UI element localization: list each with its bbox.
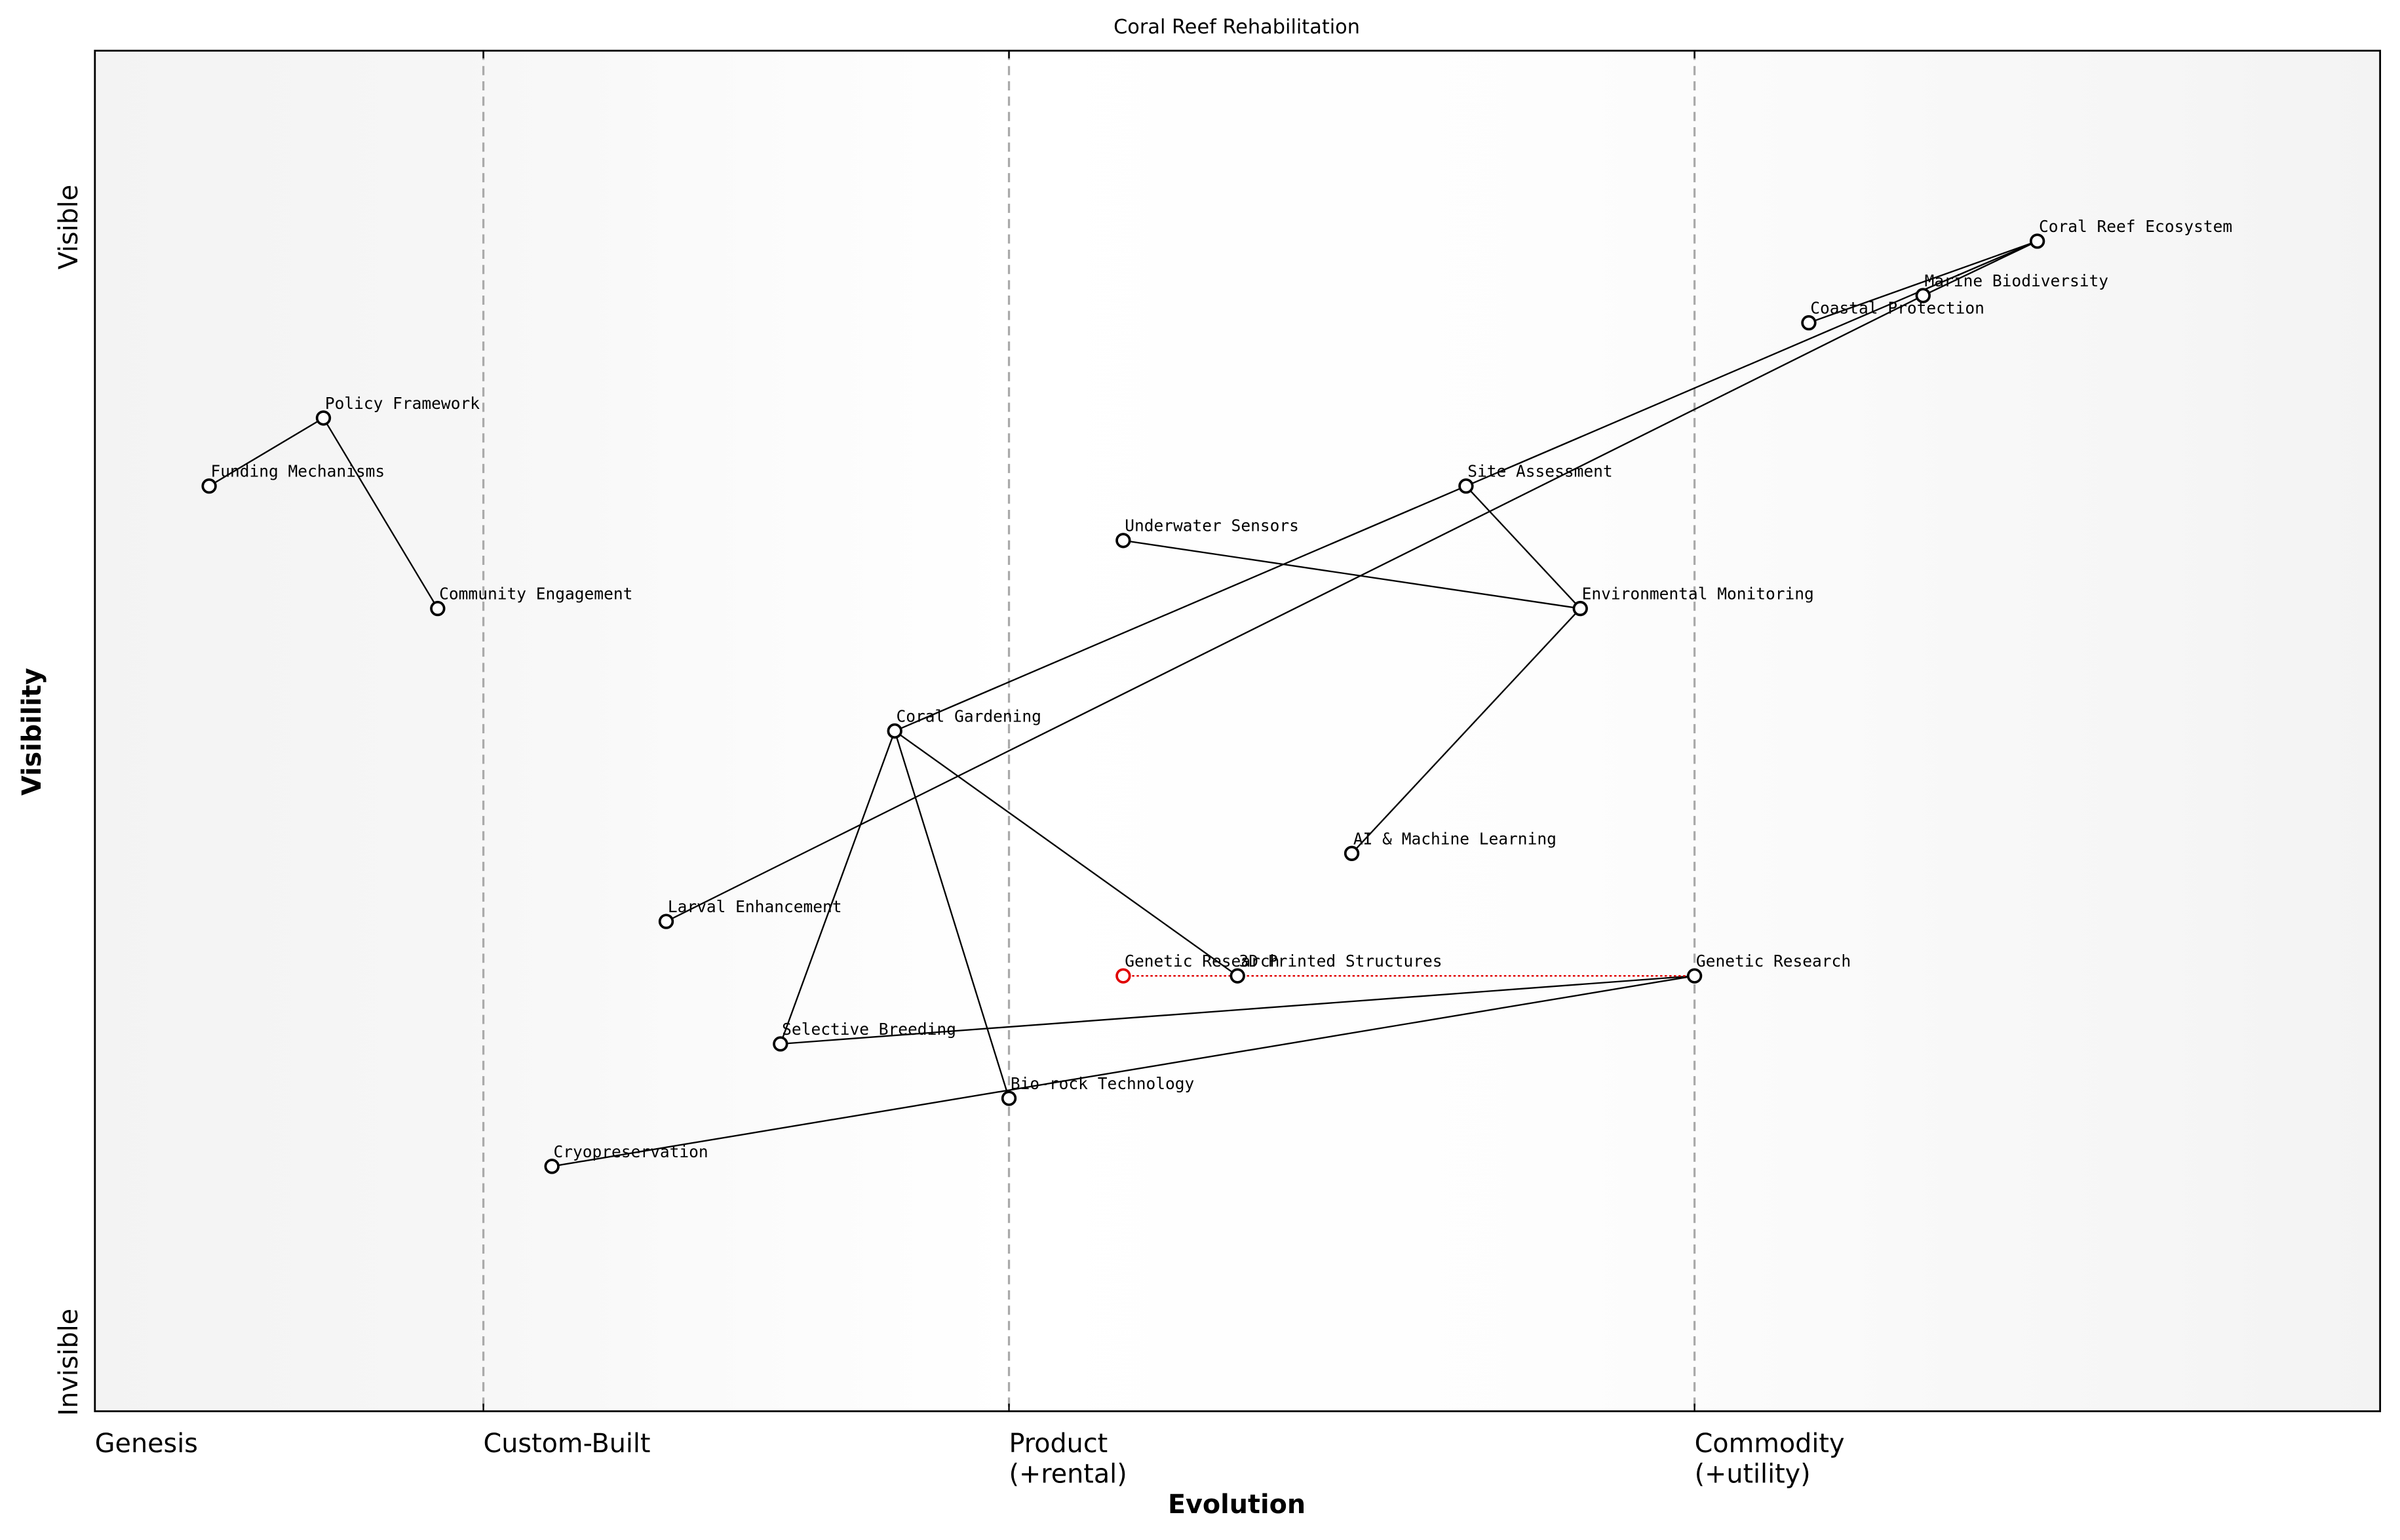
component xyxy=(201,478,217,494)
y-top-label: Visible xyxy=(54,185,84,270)
component-label: Environmental Monitoring xyxy=(1582,585,1814,604)
component-label: Larval Enhancement xyxy=(668,897,842,916)
component xyxy=(1001,1090,1017,1106)
component xyxy=(1686,968,1703,984)
label-line: (+rental) xyxy=(1009,1459,1127,1489)
link xyxy=(1123,539,1581,609)
label-line: (+utility) xyxy=(1695,1459,1811,1489)
y-axis-title: Visibility xyxy=(17,668,47,796)
link xyxy=(551,975,1695,1167)
component-label: Coral Reef Ecosystem xyxy=(2039,217,2232,236)
component xyxy=(315,410,332,426)
component-label: Community Engagement xyxy=(439,585,632,604)
x-tick-label: Genesis xyxy=(95,1428,198,1458)
component-label: Marine Biodiversity xyxy=(1925,271,2108,290)
x-tick-label: Product (+rental) xyxy=(1009,1428,1127,1489)
link xyxy=(665,295,1924,923)
link xyxy=(780,975,1695,1045)
evolved-component xyxy=(1115,968,1131,984)
component xyxy=(1801,315,1817,331)
link xyxy=(894,485,1467,732)
link xyxy=(1922,240,2038,297)
link xyxy=(1808,240,2038,324)
component xyxy=(773,1036,788,1052)
component-label: Genetic Research xyxy=(1696,952,1851,971)
link xyxy=(894,730,1238,977)
component xyxy=(1458,478,1474,494)
link xyxy=(322,417,438,609)
x-axis-title: Evolution xyxy=(1168,1490,1306,1520)
label-line: Custom-Built xyxy=(484,1428,651,1458)
component-label: Coastal Protection xyxy=(1810,299,1984,318)
component xyxy=(430,600,446,617)
x-tick-label: Custom-Built xyxy=(484,1428,651,1458)
label-line: Product xyxy=(1009,1428,1108,1458)
component-label: Funding Mechanisms xyxy=(210,462,385,481)
component xyxy=(658,914,674,929)
component-label: Selective Breeding xyxy=(782,1020,956,1039)
component-label: 3D Printed Structures xyxy=(1239,952,1442,971)
component xyxy=(1115,533,1131,549)
component-label: AI & Machine Learning xyxy=(1353,829,1557,848)
component-label: Coral Gardening xyxy=(897,706,1041,725)
chart-title: Coral Reef Rehabilitation xyxy=(1113,16,1360,39)
component-label: Cryopreservation xyxy=(554,1142,708,1161)
label-line: Genesis xyxy=(95,1428,198,1458)
component-label: Site Assessment xyxy=(1467,462,1612,481)
component xyxy=(1229,968,1245,984)
evolved-label: Genetic Research xyxy=(1125,952,1279,971)
component-label: Bio-rock Technology xyxy=(1011,1074,1194,1093)
link xyxy=(208,417,324,487)
label-line: Commodity xyxy=(1695,1428,1845,1458)
component xyxy=(1344,845,1360,861)
component xyxy=(1572,600,1588,617)
link xyxy=(1465,240,2038,487)
component xyxy=(1915,288,1931,303)
component-label: Policy Framework xyxy=(325,394,480,413)
link xyxy=(1351,607,1581,855)
component xyxy=(544,1159,560,1174)
map-layer: Genesis Custom-Built Product (+rental) Commo… xyxy=(95,50,2232,1489)
x-tick-label: Commodity (+utility) xyxy=(1695,1428,1845,1489)
plot-frame xyxy=(94,49,2382,1412)
component-label: Underwater Sensors xyxy=(1125,516,1299,535)
link xyxy=(894,731,1010,1099)
component xyxy=(2029,233,2045,249)
component xyxy=(887,723,902,739)
y-bottom-label: Invisible xyxy=(54,1309,84,1416)
plot-background xyxy=(94,50,2380,1412)
link xyxy=(1465,485,1581,609)
link xyxy=(779,731,896,1045)
